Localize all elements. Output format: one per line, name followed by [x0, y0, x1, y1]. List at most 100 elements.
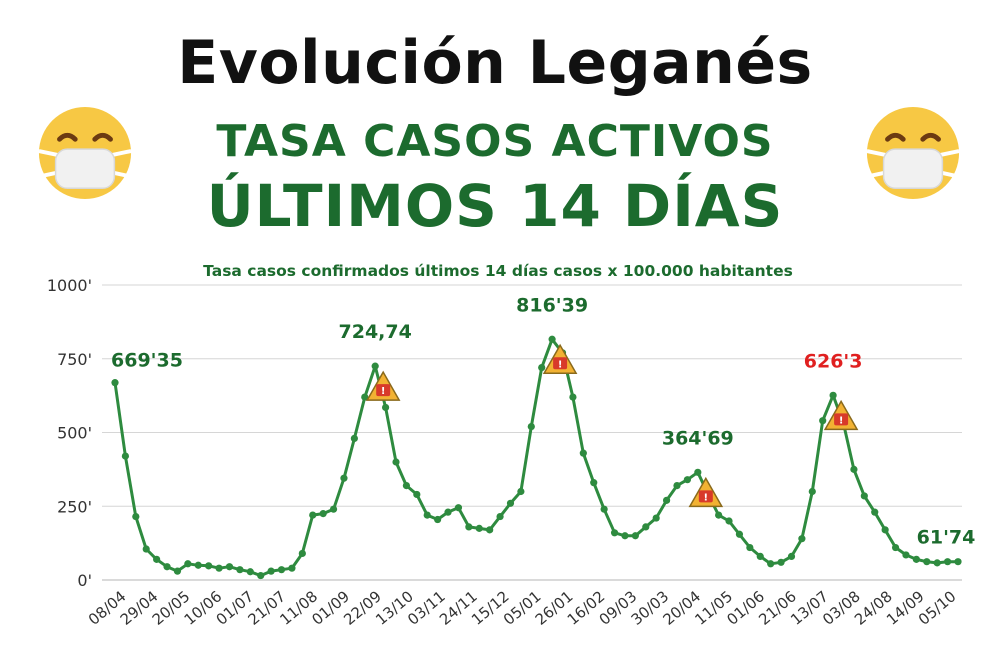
data-point [767, 560, 775, 568]
data-point [517, 487, 525, 496]
page-title: Evolución Leganés [177, 28, 813, 98]
x-tick-label: 05/10 [915, 587, 960, 629]
data-point [590, 479, 598, 487]
data-point [434, 515, 442, 524]
data-point [715, 511, 723, 519]
data-point [756, 552, 764, 561]
data-point [142, 545, 150, 553]
data-point [298, 549, 306, 558]
data-point [787, 552, 796, 561]
data-point [392, 458, 400, 466]
data-point [798, 535, 806, 543]
subtitle-active-cases-rate: TASA CASOS ACTIVOS [216, 116, 774, 167]
data-label: 364'69 [662, 427, 734, 449]
data-point [621, 532, 629, 540]
data-point [694, 468, 702, 476]
data-point [340, 474, 348, 482]
y-tick-label: 250' [57, 497, 92, 516]
data-point [236, 566, 244, 574]
data-point [943, 558, 952, 566]
series-line [113, 337, 958, 578]
data-point [683, 476, 692, 484]
data-point [871, 508, 879, 516]
data-point [381, 403, 390, 412]
data-point [413, 490, 421, 499]
data-point [465, 523, 473, 531]
data-point [808, 487, 816, 496]
data-point [205, 562, 213, 570]
data-point [486, 526, 494, 534]
y-tick-label: 750' [57, 350, 92, 369]
data-point [402, 482, 411, 490]
data-point [444, 508, 452, 516]
warning-triangle-icon-badge [698, 490, 713, 503]
data-point [132, 512, 140, 521]
data-point [194, 561, 202, 569]
data-point [735, 530, 744, 538]
warning-triangle-icon-mark: ! [839, 415, 844, 426]
data-point [319, 510, 327, 518]
data-point [610, 529, 619, 537]
data-point [569, 393, 577, 401]
data-point [350, 434, 358, 442]
data-label: 816'39 [516, 294, 588, 316]
face-with-medical-mask-icon [38, 106, 132, 200]
data-point [579, 449, 587, 457]
data-point [673, 482, 681, 490]
data-point [184, 560, 192, 568]
data-point [309, 511, 317, 519]
data-point [631, 532, 639, 540]
y-tick-label: 1000' [47, 276, 92, 295]
data-point [215, 564, 223, 572]
y-tick-label: 500' [57, 424, 92, 443]
data-point [652, 514, 660, 522]
y-tick-label: 0' [77, 571, 92, 590]
data-point [912, 555, 920, 563]
subtitle-last-14-days: ÚLTIMOS 14 DÍAS [206, 172, 784, 240]
data-label: 626'3 [804, 350, 863, 372]
data-point [475, 524, 483, 532]
data-point [527, 423, 535, 431]
data-point [777, 558, 785, 566]
data-point [902, 551, 910, 559]
data-point [361, 393, 369, 401]
data-point [121, 452, 130, 460]
data-point [371, 362, 379, 370]
data-point [173, 567, 182, 575]
warning-triangle-icon-mark: ! [704, 492, 709, 503]
data-point [111, 379, 119, 387]
data-point [246, 568, 254, 576]
data-label: 724,74 [339, 321, 412, 343]
warning-triangle-icon-badge [834, 413, 849, 426]
data-point [860, 492, 868, 500]
data-point [548, 335, 556, 343]
data-point [506, 499, 515, 507]
data-label: 669'35 [111, 350, 183, 372]
warning-triangle-icon-badge [553, 357, 568, 370]
data-point [600, 505, 608, 513]
data-point [454, 504, 463, 512]
data-point [923, 558, 931, 566]
data-point [277, 566, 286, 574]
data-point [153, 555, 161, 563]
face-with-medical-mask-icon [866, 106, 960, 200]
data-point [891, 543, 900, 552]
data-point [329, 505, 338, 513]
warning-triangle-icon-mark: ! [558, 359, 563, 370]
data-point [257, 571, 265, 580]
data-point [288, 564, 296, 572]
data-label: 61'74 [917, 527, 976, 549]
data-point [725, 517, 733, 525]
data-point [538, 364, 546, 372]
warning-triangle-icon-badge [376, 384, 391, 397]
warning-triangle-icon-mark: ! [381, 386, 386, 397]
data-point [850, 465, 858, 473]
data-point [819, 417, 827, 425]
data-point [225, 563, 234, 571]
data-point [954, 558, 962, 566]
chart-title: Tasa casos confirmados últimos 14 días c… [203, 262, 793, 280]
data-point [746, 543, 754, 552]
data-point [933, 559, 941, 567]
data-point [496, 512, 504, 521]
